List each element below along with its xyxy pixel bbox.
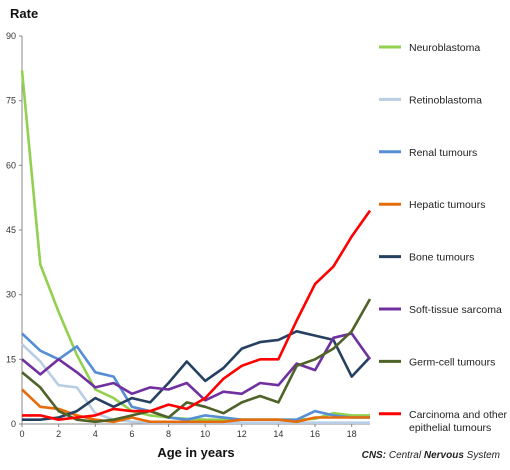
legend: Neuroblastoma Retinoblastoma Renal tumours… <box>379 42 508 434</box>
x-tick-label: 14 <box>273 429 283 439</box>
legend-item-hepatic-tumours: Hepatic tumours <box>379 199 485 211</box>
footnote-text-c: System <box>463 450 500 461</box>
series-lines <box>20 70 372 425</box>
y-tick-label: 15 <box>6 354 16 364</box>
series-line-bone-tumours <box>22 329 371 422</box>
y-tick-label: 90 <box>6 31 16 41</box>
y-tick-label: 30 <box>6 290 16 300</box>
x-axis-title: Age in years <box>157 445 234 460</box>
legend-label: Germ-cell tumours <box>409 356 495 368</box>
y-tick-label: 60 <box>6 160 16 170</box>
footnote: CNS: Central Nervous System <box>362 450 500 461</box>
footnote-text-a: Central <box>386 450 424 461</box>
x-tick-label: 2 <box>56 429 61 439</box>
tick-labels: 0 15 30 45 60 75 90 0 2 4 6 8 10 12 14 16 18 <box>6 31 357 439</box>
x-tick-label: 10 <box>200 429 210 439</box>
y-axis-title: Rate <box>10 6 38 21</box>
footnote-prefix: CNS: <box>361 450 387 461</box>
series-line-soft-tissue-sarcoma <box>21 332 372 402</box>
x-tick-label: 12 <box>237 429 247 439</box>
legend-label: Hepatic tumours <box>409 199 485 211</box>
legend-item-bone-tumours: Bone tumours <box>379 252 474 264</box>
series-line-carcinoma-and-other-epithelial-tumours <box>22 209 372 422</box>
legend-item-soft-tissue-sarcoma: Soft-tissue sarcoma <box>379 304 502 316</box>
legend-item-germ-cell-tumours: Germ-cell tumours <box>379 356 495 368</box>
y-tick-label: 75 <box>6 96 16 106</box>
legend-label: Renal tumours <box>409 147 477 159</box>
x-tick-label: 6 <box>129 429 134 439</box>
x-tick-label: 4 <box>93 429 98 439</box>
x-tick-label: 0 <box>19 429 24 439</box>
y-tick-label: 45 <box>6 225 16 235</box>
footnote-text-b: Nervous <box>423 450 464 461</box>
legend-item-retinoblastoma: Retinoblastoma <box>379 94 482 106</box>
x-tick-label: 16 <box>310 429 320 439</box>
x-tick-label: 8 <box>166 429 171 439</box>
legend-label: Soft-tissue sarcoma <box>409 304 502 316</box>
legend-label: Neuroblastoma <box>409 42 480 54</box>
series-line-renal-tumours <box>21 332 370 422</box>
legend-item-renal-tumours: Renal tumours <box>379 147 477 159</box>
legend-item-neuroblastoma: Neuroblastoma <box>379 42 480 54</box>
legend-label: Bone tumours <box>409 252 474 264</box>
y-tick-label: 0 <box>11 419 16 429</box>
legend-label: Retinoblastoma <box>409 94 482 106</box>
legend-label: epithelial tumours <box>409 422 491 434</box>
x-tick-label: 18 <box>347 429 357 439</box>
legend-label: Carcinoma and other <box>409 409 508 421</box>
